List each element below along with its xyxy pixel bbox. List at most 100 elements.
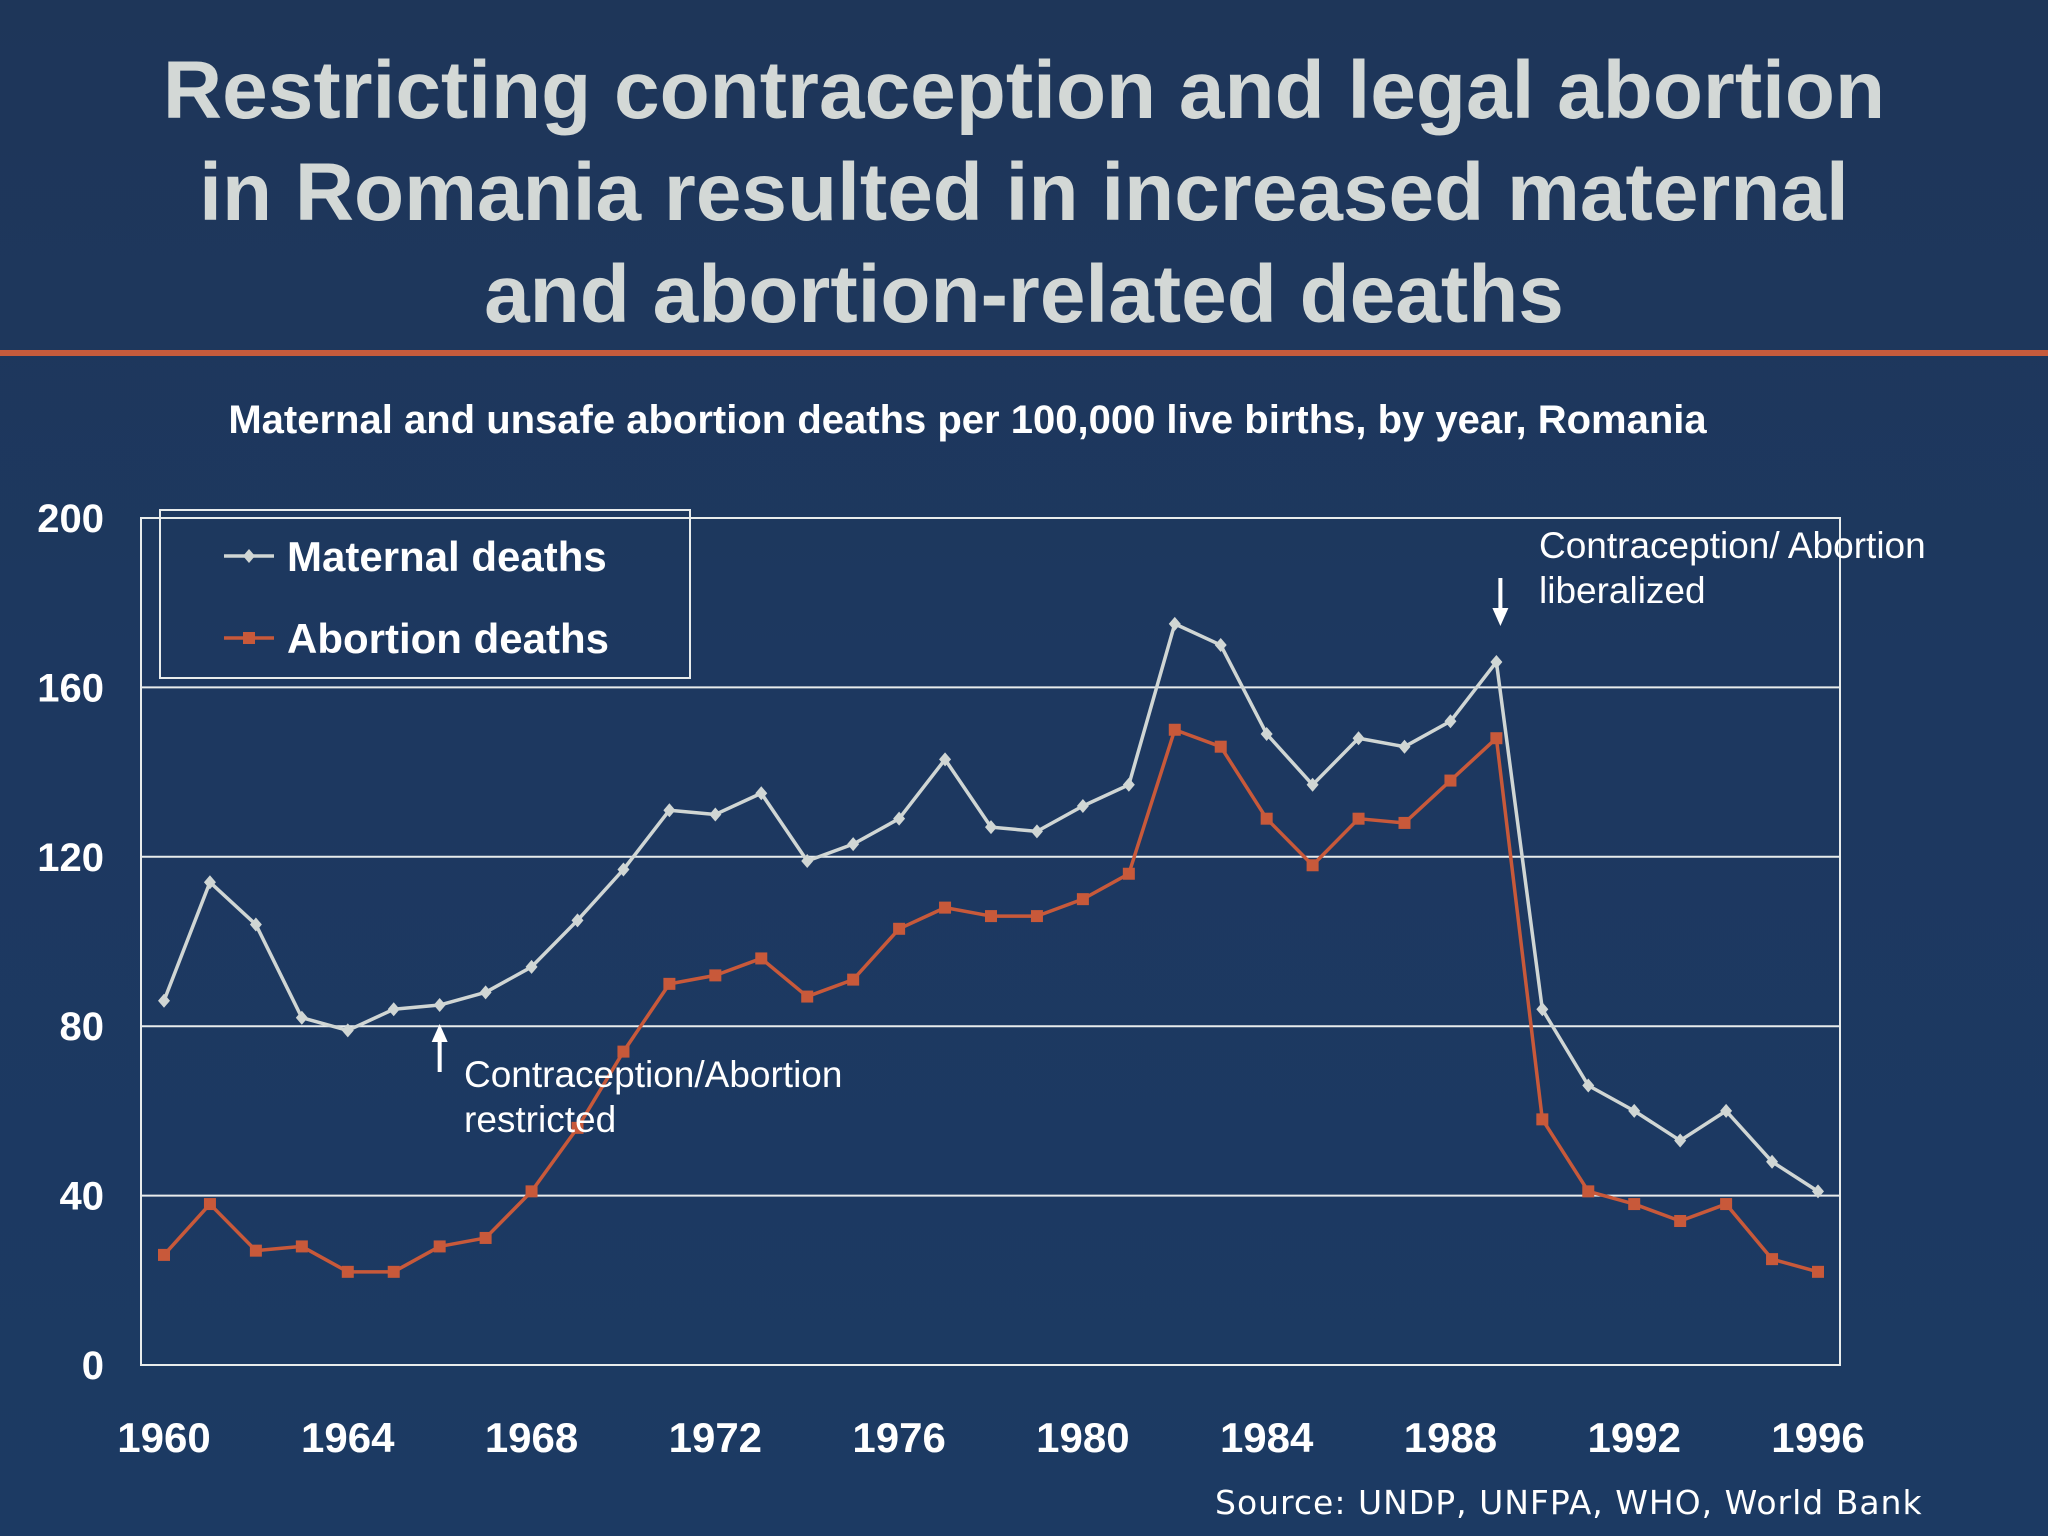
data-point: [1030, 824, 1043, 839]
data-point: [1812, 1265, 1824, 1278]
data-point: [295, 1240, 308, 1253]
chart-legend: Maternal deaths Abortion deaths: [159, 509, 691, 679]
x-tick-label: 1964: [301, 1414, 395, 1461]
chart-series: [158, 616, 1824, 1278]
annotation-restricted-label: restricted: [464, 1099, 616, 1140]
data-point: [1260, 726, 1273, 741]
data-point: [341, 1023, 354, 1038]
data-point: [1214, 740, 1227, 753]
data-point: [755, 786, 768, 801]
y-tick-label: 160: [37, 666, 104, 710]
data-point: [1674, 1215, 1687, 1228]
data-point: [893, 922, 906, 935]
x-tick-label: 1988: [1404, 1414, 1497, 1461]
data-point: [1030, 910, 1043, 923]
data-point: [1122, 867, 1135, 880]
data-point: [801, 854, 814, 869]
data-point: [203, 1198, 216, 1211]
chart-grid: [140, 517, 1841, 1366]
data-point: [1444, 714, 1457, 729]
chart-axes: 0 40 80 120 160 200 1960 1964 1968 1972 1976 1980 19…: [37, 497, 1864, 1461]
series-line: [162, 728, 1819, 1274]
data-point: [847, 973, 860, 986]
data-point: [939, 901, 952, 914]
slide-title-line-2: in Romania resulted in increased materna…: [199, 147, 1849, 238]
data-point: [709, 969, 722, 982]
data-point: [479, 985, 492, 1000]
x-tick-label: 1968: [485, 1414, 578, 1461]
data-point: [755, 952, 768, 965]
y-tick-label: 120: [37, 836, 104, 880]
data-point: [893, 811, 906, 826]
annotation-restricted-label: Contraception/Abortion: [464, 1054, 842, 1095]
data-point: [985, 820, 997, 835]
data-point: [525, 1185, 538, 1198]
data-point: [479, 1231, 492, 1244]
data-point: [433, 998, 446, 1013]
data-point: [1444, 774, 1457, 787]
legend-swatch-marker: [243, 632, 255, 644]
data-point: [663, 977, 676, 990]
data-point: [1536, 1113, 1549, 1126]
y-tick-label: 40: [60, 1175, 105, 1219]
data-point: [571, 913, 584, 928]
title-divider: [0, 350, 2048, 356]
data-point: [1306, 859, 1319, 872]
data-point: [1076, 893, 1089, 906]
data-point: [1398, 816, 1411, 829]
annotation-liberalized-label: liberalized: [1539, 570, 1706, 611]
data-point: [1352, 731, 1365, 746]
x-tick-label: 1992: [1588, 1414, 1681, 1461]
annotation-arrowhead: [431, 1024, 448, 1042]
data-point: [1582, 1078, 1595, 1093]
data-point: [1122, 777, 1135, 792]
data-point: [1490, 654, 1503, 669]
data-point: [1582, 1185, 1595, 1198]
data-point: [617, 862, 630, 877]
data-point: [985, 910, 997, 923]
chart-title: Maternal and unsafe abortion deaths per …: [228, 398, 1707, 442]
data-point: [847, 837, 860, 852]
slide-title-line-1: Restricting contraception and legal abor…: [162, 45, 1886, 136]
annotation-arrowhead: [1492, 608, 1509, 626]
data-point: [1628, 1103, 1641, 1118]
data-point: [1674, 1133, 1687, 1148]
x-tick-label: 1972: [669, 1414, 762, 1461]
annotation-liberalized-label: Contraception/ Abortion: [1539, 525, 1926, 566]
x-tick-label: 1976: [852, 1414, 945, 1461]
data-point: [1352, 812, 1365, 825]
data-point: [663, 803, 676, 818]
data-point: [617, 1045, 630, 1058]
data-point: [1720, 1198, 1733, 1211]
x-tick-label: 1984: [1220, 1414, 1314, 1461]
data-point: [1260, 812, 1273, 825]
slide-title-line-3: and abortion-related deaths: [484, 249, 1564, 340]
data-point: [525, 959, 538, 974]
data-point: [1766, 1154, 1779, 1169]
data-point: [433, 1240, 446, 1253]
data-point: [1628, 1198, 1641, 1211]
series-maternal-deaths: [158, 616, 1824, 1199]
legend-swatch-marker: [243, 549, 255, 563]
data-point: [709, 807, 722, 822]
data-point: [203, 875, 216, 890]
series-line: [162, 622, 1819, 1193]
data-point: [249, 917, 262, 932]
data-point: [1720, 1103, 1733, 1118]
y-tick-label: 200: [37, 497, 104, 541]
legend-box: [159, 509, 691, 679]
y-tick-label: 80: [60, 1005, 105, 1049]
data-point: [387, 1265, 400, 1278]
data-point: [1812, 1184, 1824, 1199]
y-tick-label: 0: [82, 1344, 104, 1388]
x-tick-label: 1980: [1036, 1414, 1129, 1461]
data-point: [1536, 1002, 1549, 1017]
data-point: [801, 990, 814, 1003]
x-tick-label: 1996: [1771, 1414, 1864, 1461]
legend-label: Abortion deaths: [287, 615, 609, 662]
data-point: [295, 1010, 308, 1025]
data-point: [1490, 732, 1503, 745]
data-point: [1306, 777, 1319, 792]
